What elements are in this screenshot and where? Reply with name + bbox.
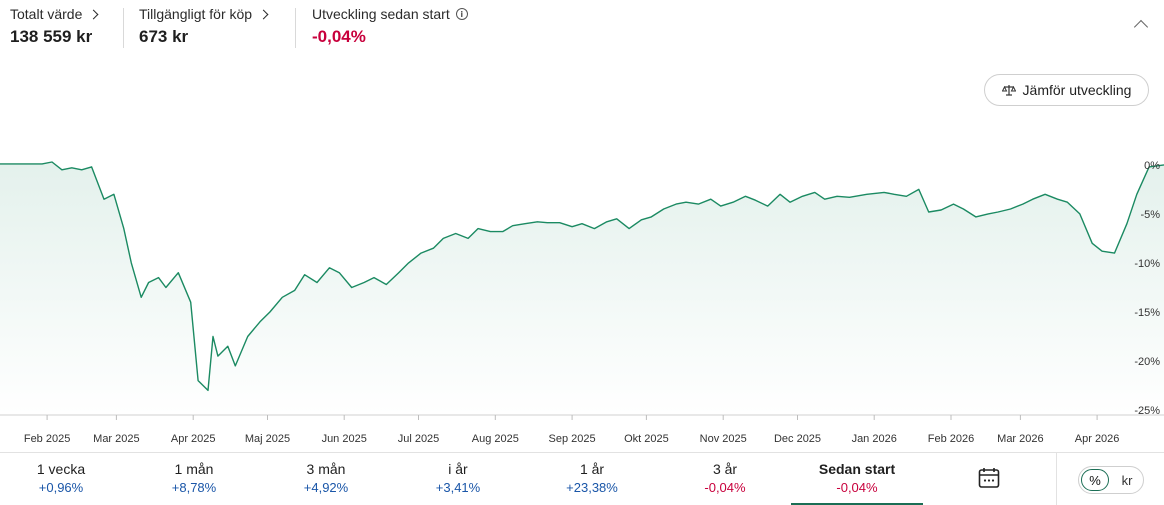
- period-value: +0,96%: [38, 480, 84, 495]
- x-tick-label: Jun 2025: [322, 433, 367, 445]
- development-label: Utveckling sedan start: [312, 6, 450, 22]
- chevron-right-icon: [258, 9, 269, 19]
- x-tick-label: Mar 2026: [997, 433, 1043, 445]
- period-value: +8,78%: [171, 480, 217, 495]
- y-axis: 0% -5% -10% -15% -20% -25%: [1134, 160, 1160, 417]
- total-value-label: Totalt värde: [10, 6, 83, 22]
- calendar-button[interactable]: [974, 466, 1004, 492]
- performance-chart[interactable]: 0% -5% -10% -15% -20% -25% Feb 2025 Mar 2025 Ap…: [0, 150, 1164, 448]
- unit-toggle: % kr: [1078, 466, 1144, 494]
- y-tick-label: 0%: [1144, 160, 1160, 172]
- divider: [1056, 452, 1057, 505]
- period-value: +23,38%: [566, 480, 618, 495]
- period-value: -0,04%: [836, 480, 878, 495]
- period-1-week[interactable]: 1 vecka +0,96%: [0, 453, 122, 505]
- calendar-icon: [978, 468, 1000, 488]
- period-since-start[interactable]: Sedan start -0,04%: [791, 453, 923, 505]
- unit-currency-option[interactable]: kr: [1121, 472, 1133, 488]
- chart-line-group: [0, 161, 1164, 392]
- period-value: +3,41%: [435, 480, 481, 495]
- period-1-month[interactable]: 1 mån +8,78%: [130, 453, 258, 505]
- series-area: [0, 162, 1164, 415]
- x-tick-label: Aug 2025: [472, 433, 519, 445]
- available-value: 673 kr: [139, 27, 189, 46]
- x-tick-label: Apr 2025: [171, 433, 216, 445]
- development-metric: Utveckling sedan start i -0,04%: [312, 6, 468, 47]
- period-selector: 1 vecka +0,96% 1 mån +8,78% 3 mån +4,92%…: [0, 452, 1164, 505]
- y-tick-label: -5%: [1140, 209, 1160, 221]
- x-axis: Feb 2025 Mar 2025 Apr 2025 Maj 2025 Jun 2025…: [24, 415, 1120, 445]
- x-tick-label: Okt 2025: [624, 433, 669, 445]
- info-icon[interactable]: i: [455, 8, 468, 20]
- y-tick-label: -10%: [1134, 258, 1160, 270]
- period-3-years[interactable]: 3 år -0,04%: [660, 453, 790, 505]
- series-line: [0, 161, 1164, 392]
- divider: [123, 8, 124, 48]
- available-metric[interactable]: Tillgängligt för köp 673 kr: [139, 6, 269, 47]
- available-label: Tillgängligt för köp: [139, 6, 253, 22]
- unit-percent-option[interactable]: %: [1081, 469, 1110, 491]
- x-tick-label: Feb 2025: [24, 433, 70, 445]
- development-value: -0,04%: [312, 27, 366, 46]
- period-label: 1 mån: [174, 461, 214, 477]
- compare-button-label: Jämför utveckling: [1022, 82, 1132, 98]
- x-tick-label: Dec 2025: [774, 433, 821, 445]
- period-label: 3 år: [712, 461, 738, 477]
- x-tick-label: Jan 2026: [852, 433, 897, 445]
- period-3-months[interactable]: 3 mån +4,92%: [262, 453, 390, 505]
- x-tick-label: Nov 2025: [700, 433, 747, 445]
- period-1-year[interactable]: 1 år +23,38%: [526, 453, 658, 505]
- x-tick-label: Maj 2025: [245, 433, 290, 445]
- period-label: 1 år: [579, 461, 605, 477]
- period-value: +4,92%: [303, 480, 349, 495]
- y-tick-label: -20%: [1134, 356, 1160, 368]
- x-tick-label: Feb 2026: [928, 433, 974, 445]
- period-ytd[interactable]: i år +3,41%: [394, 453, 522, 505]
- y-tick-label: -15%: [1134, 307, 1160, 319]
- x-tick-label: Apr 2026: [1075, 433, 1120, 445]
- x-tick-label: Mar 2025: [93, 433, 139, 445]
- period-label: i år: [448, 461, 468, 477]
- period-value: -0,04%: [704, 480, 746, 495]
- period-label: Sedan start: [818, 461, 896, 477]
- total-value: 138 559 kr: [10, 27, 93, 46]
- summary-header: Totalt värde 138 559 kr Tillgängligt för…: [0, 0, 1164, 50]
- x-tick-label: Jul 2025: [398, 433, 440, 445]
- x-tick-label: Sep 2025: [549, 433, 596, 445]
- y-tick-label: -25%: [1134, 405, 1160, 417]
- period-label: 1 vecka: [36, 461, 86, 477]
- scale-icon: [1001, 85, 1016, 96]
- compare-button[interactable]: Jämför utveckling: [984, 74, 1149, 106]
- period-label: 3 mån: [306, 461, 346, 477]
- total-value-metric[interactable]: Totalt värde 138 559 kr: [10, 6, 99, 47]
- divider: [295, 8, 296, 48]
- chevron-up-icon[interactable]: [1133, 19, 1149, 35]
- chart-area: [0, 162, 1164, 415]
- chevron-right-icon: [88, 9, 99, 19]
